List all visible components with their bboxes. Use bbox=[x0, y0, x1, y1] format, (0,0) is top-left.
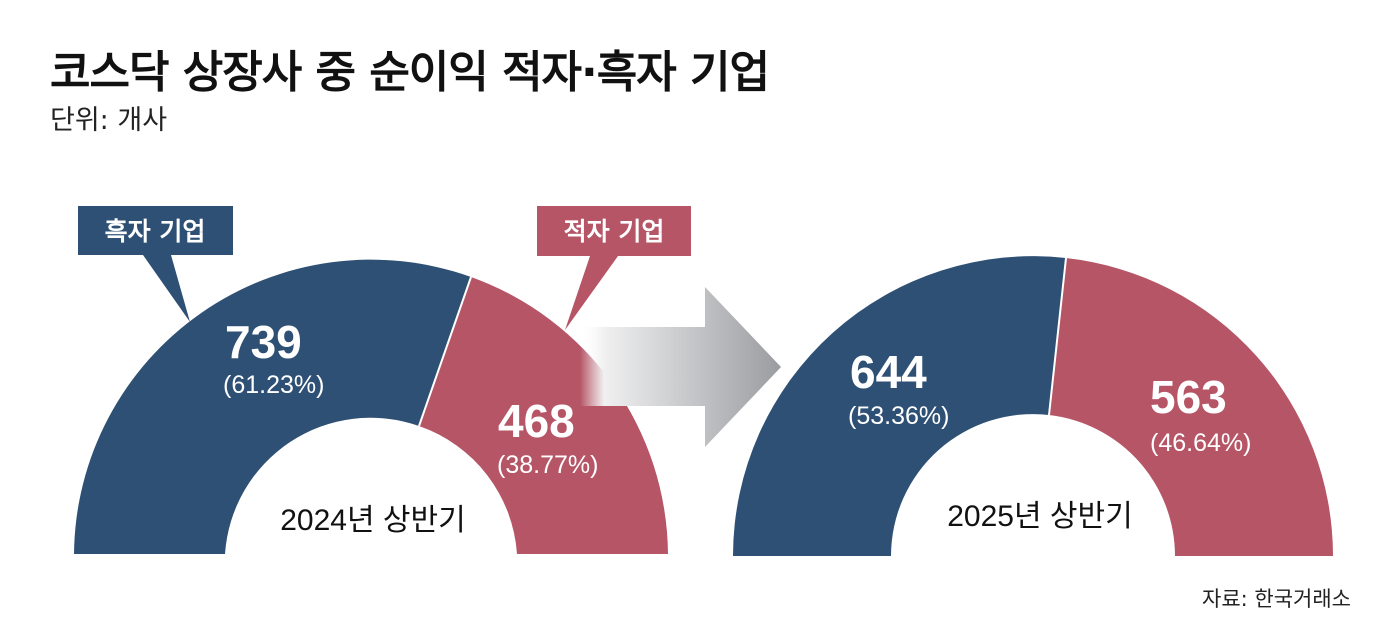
segment-profit-2024 bbox=[74, 259, 471, 554]
pct-loss-2025: (46.64%) bbox=[1150, 429, 1251, 457]
chart-title: 코스닥 상장사 중 순이익 적자·흑자 기업 bbox=[50, 47, 770, 98]
value-loss-2024: 468 bbox=[498, 395, 575, 447]
unit-label: 단위: 개사 bbox=[50, 105, 168, 136]
legend-profit-tag: 흑자 기업 bbox=[78, 206, 233, 322]
source-note: 자료: 한국거래소 bbox=[1202, 587, 1351, 611]
value-loss-2025: 563 bbox=[1150, 371, 1227, 423]
legend-profit-label: 흑자 기업 bbox=[105, 217, 206, 246]
segment-profit-2025 bbox=[733, 256, 1066, 556]
period-label-2025: 2025년 상반기 bbox=[947, 500, 1132, 533]
value-profit-2025: 644 bbox=[850, 346, 927, 398]
donut-2024 bbox=[74, 259, 668, 554]
segment-loss-2025 bbox=[1049, 258, 1333, 556]
period-label-2024: 2024년 상반기 bbox=[280, 504, 465, 537]
pct-profit-2024: (61.23%) bbox=[223, 371, 324, 399]
value-profit-2024: 739 bbox=[225, 316, 302, 368]
pct-loss-2024: (38.77%) bbox=[497, 451, 598, 479]
legend-loss-tag: 적자 기업 bbox=[537, 206, 691, 330]
donut-2025 bbox=[733, 256, 1333, 556]
legend-loss-label: 적자 기업 bbox=[564, 217, 665, 246]
arrow-icon bbox=[580, 287, 781, 447]
segment-loss-2024 bbox=[419, 277, 668, 554]
pct-profit-2025: (53.36%) bbox=[848, 402, 949, 430]
